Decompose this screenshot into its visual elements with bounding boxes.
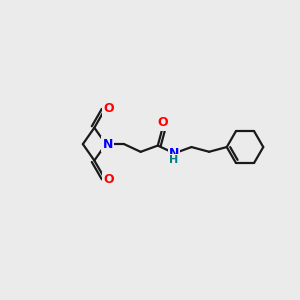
- Text: O: O: [103, 173, 114, 186]
- Text: N: N: [169, 147, 179, 160]
- Text: O: O: [103, 102, 114, 116]
- Text: O: O: [157, 116, 168, 129]
- Text: O: O: [103, 102, 114, 116]
- Text: N: N: [103, 138, 113, 151]
- Text: H: H: [169, 155, 178, 165]
- Text: O: O: [103, 173, 114, 186]
- Text: N: N: [103, 138, 113, 151]
